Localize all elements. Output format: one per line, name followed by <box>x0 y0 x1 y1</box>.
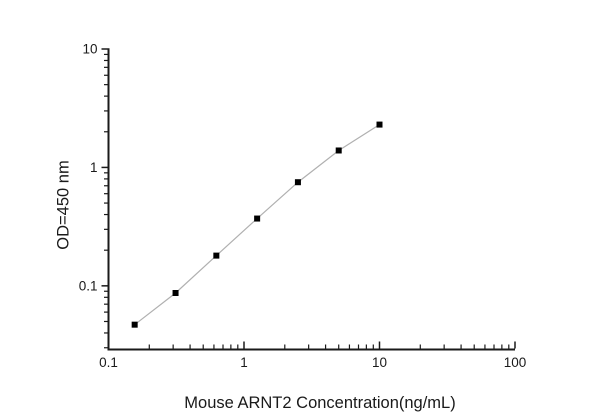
y-tick-label: 10 <box>82 42 97 57</box>
data-point-marker <box>172 289 179 296</box>
y-axis-title: OD=450 nm <box>54 160 73 250</box>
data-point-marker <box>376 121 383 128</box>
x-tick-label: 10 <box>372 355 387 370</box>
x-tick-label: 1 <box>240 355 248 370</box>
x-axis-title: Mouse ARNT2 Concentration(ng/mL) <box>184 394 456 412</box>
data-point-marker <box>294 179 301 186</box>
series-line <box>134 124 380 326</box>
y-tick-label: 0.1 <box>79 278 98 293</box>
data-point-marker <box>254 215 261 222</box>
y-tick-label: 1 <box>90 160 98 175</box>
data-point-marker <box>335 147 342 154</box>
data-point-marker <box>213 252 220 259</box>
data-point-marker <box>131 321 138 328</box>
x-tick-label: 0.1 <box>99 355 118 370</box>
x-tick-label: 100 <box>504 355 527 370</box>
